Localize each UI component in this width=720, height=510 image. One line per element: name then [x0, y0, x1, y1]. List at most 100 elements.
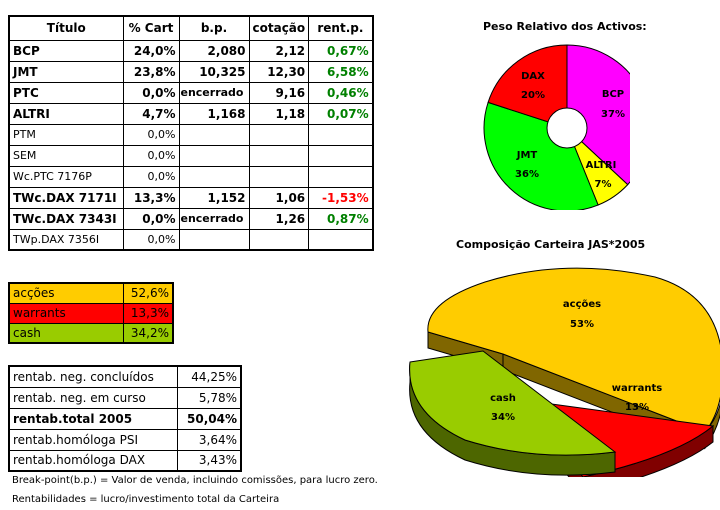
- returns-value: 5,78%: [176, 386, 242, 409]
- cell-titulo: PTC: [8, 81, 124, 104]
- cell-rent: 0,67%: [308, 39, 374, 62]
- returns-value: 3,43%: [176, 449, 242, 472]
- col-header-titulo: Título: [8, 15, 124, 41]
- holdings-table: Título % Cart b.p. cotação rent.p. BCP 2…: [8, 15, 374, 251]
- slice-dax: [487, 44, 568, 129]
- cell-bp: [178, 165, 250, 188]
- cell-rent: 0,07%: [308, 102, 374, 125]
- allocation-table: acções 52,6% warrants 13,3% cash 34,2%: [8, 282, 174, 344]
- label-dax: DAX: [521, 71, 545, 82]
- slice-bcp: [566, 44, 630, 186]
- allocation-row-cash: cash 34,2%: [8, 322, 174, 344]
- slice-accoes: [427, 267, 720, 433]
- cell-rent: [308, 165, 374, 188]
- cell-cotacao: 1,18: [248, 102, 310, 125]
- cell-rent: 0,87%: [308, 207, 374, 230]
- allocation-label: warrants: [8, 302, 124, 324]
- cell-rent: 0,46%: [308, 81, 374, 104]
- table-row: TWc.DAX 7343I 0,0% encerrado 1,26 0,87%: [8, 207, 374, 230]
- table-row: PTC 0,0% encerrado 9,16 0,46%: [8, 81, 374, 104]
- value-dax: 20%: [521, 90, 545, 101]
- cell-bp: 2,080: [178, 39, 250, 62]
- cell-titulo: JMT: [8, 60, 124, 83]
- value-warrants: 13%: [625, 402, 649, 413]
- returns-row-total: rentab.total 2005 50,04%: [8, 407, 242, 430]
- note-rentabilidades: Rentabilidades = lucro/investimento tota…: [12, 494, 280, 505]
- label-cash: cash: [490, 393, 516, 404]
- cell-cotacao: [248, 165, 310, 188]
- cell-bp: [178, 144, 250, 167]
- cell-cart: 13,3%: [122, 186, 180, 209]
- cell-cart: 0,0%: [122, 207, 180, 230]
- returns-label: rentab. neg. concluídos: [8, 365, 178, 388]
- cell-bp: 10,325: [178, 60, 250, 83]
- table-row: SEM 0,0%: [8, 144, 374, 167]
- cell-bp: encerrado: [178, 81, 250, 104]
- returns-label: rentab.total 2005: [8, 407, 178, 430]
- table-row: ALTRI 4,7% 1,168 1,18 0,07%: [8, 102, 374, 125]
- returns-value: 50,04%: [176, 407, 242, 430]
- chart-title-composicao: Composição Carteira JAS*2005: [456, 238, 646, 251]
- cell-cotacao: [248, 123, 310, 146]
- table-row: JMT 23,8% 10,325 12,30 6,58%: [8, 60, 374, 83]
- cell-titulo: BCP: [8, 39, 124, 62]
- value-altri: 7%: [595, 179, 612, 190]
- cell-rent: [308, 123, 374, 146]
- returns-value: 44,25%: [176, 365, 242, 388]
- cell-cotacao: 12,30: [248, 60, 310, 83]
- returns-row: rentab. neg. concluídos 44,25%: [8, 365, 242, 388]
- slice-cash: [409, 350, 617, 456]
- cell-titulo: TWp.DAX 7356I: [8, 228, 124, 251]
- note-break-point: Break-point(b.p.) = Valor de venda, incl…: [12, 475, 378, 486]
- returns-value: 3,64%: [176, 428, 242, 451]
- slice-jmt: [483, 101, 599, 210]
- cell-cart: 24,0%: [122, 39, 180, 62]
- returns-table: rentab. neg. concluídos 44,25% rentab. n…: [8, 365, 242, 472]
- cell-rent: [308, 228, 374, 251]
- returns-label: rentab. neg. em curso: [8, 386, 178, 409]
- table-row: PTM 0,0%: [8, 123, 374, 146]
- cell-titulo: ALTRI: [8, 102, 124, 125]
- cell-cart: 0,0%: [122, 81, 180, 104]
- label-warrants: warrants: [612, 383, 662, 394]
- table-row: TWc.DAX 7171I 13,3% 1,152 1,06 -1,53%: [8, 186, 374, 209]
- cell-cart: 0,0%: [122, 123, 180, 146]
- cell-titulo: SEM: [8, 144, 124, 167]
- cell-cart: 0,0%: [122, 144, 180, 167]
- label-bcp: BCP: [602, 89, 624, 100]
- cell-cotacao: 2,12: [248, 39, 310, 62]
- value-accoes: 53%: [570, 319, 594, 330]
- value-bcp: 37%: [601, 109, 625, 120]
- cell-bp: 1,168: [178, 102, 250, 125]
- chart-title-peso-relativo: Peso Relativo dos Activos:: [483, 20, 647, 33]
- cell-cart: 23,8%: [122, 60, 180, 83]
- label-jmt: JMT: [516, 150, 538, 161]
- allocation-label: acções: [8, 282, 124, 304]
- cell-bp: encerrado: [178, 207, 250, 230]
- cell-titulo: Wc.PTC 7176P: [8, 165, 124, 188]
- cell-rent: -1,53%: [308, 186, 374, 209]
- label-altri: ALTRI: [586, 160, 617, 171]
- allocation-value: 13,3%: [122, 302, 174, 324]
- allocation-label: cash: [8, 322, 124, 344]
- table-row: Wc.PTC 7176P 0,0%: [8, 165, 374, 188]
- col-header-cotacao: cotação: [248, 15, 310, 41]
- cell-bp: [178, 228, 250, 251]
- table-row: TWp.DAX 7356I 0,0%: [8, 228, 374, 251]
- col-header-bp: b.p.: [178, 15, 250, 41]
- cell-cart: 0,0%: [122, 165, 180, 188]
- cell-cart: 4,7%: [122, 102, 180, 125]
- returns-label: rentab.homóloga DAX: [8, 449, 178, 472]
- returns-row: rentab. neg. em curso 5,78%: [8, 386, 242, 409]
- cell-bp: 1,152: [178, 186, 250, 209]
- allocation-row-warrants: warrants 13,3%: [8, 302, 174, 324]
- cell-cotacao: [248, 144, 310, 167]
- cell-cotacao: 1,06: [248, 186, 310, 209]
- pie3d-chart: acções 53% warrants 13% cash 34%: [409, 267, 720, 477]
- value-jmt: 36%: [515, 169, 539, 180]
- allocation-value: 34,2%: [122, 322, 174, 344]
- holdings-header-row: Título % Cart b.p. cotação rent.p.: [8, 15, 374, 41]
- col-header-rent: rent.p.: [308, 15, 374, 41]
- cell-bp: [178, 123, 250, 146]
- cell-cotacao: 1,26: [248, 207, 310, 230]
